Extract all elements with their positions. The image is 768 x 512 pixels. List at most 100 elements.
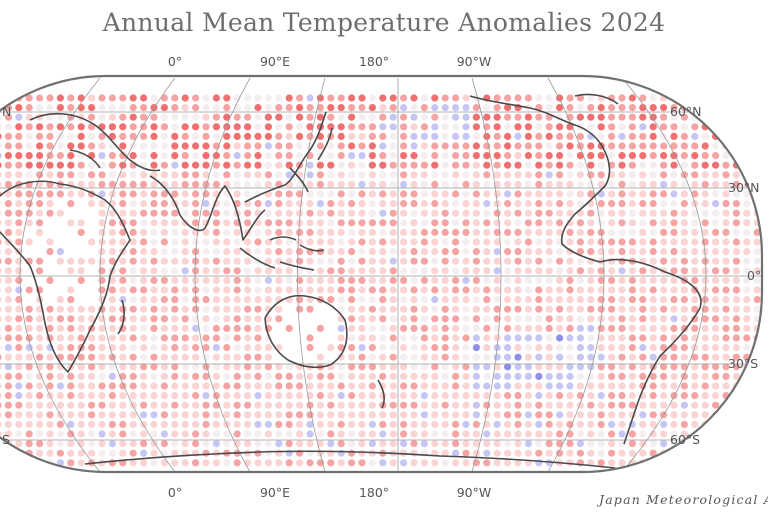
anomaly-dot bbox=[441, 238, 449, 246]
anomaly-dot bbox=[535, 449, 543, 457]
anomaly-dot bbox=[108, 94, 116, 102]
anomaly-dot bbox=[504, 132, 512, 140]
anomaly-dot bbox=[36, 324, 44, 332]
anomaly-dot bbox=[410, 171, 418, 179]
anomaly-dot bbox=[400, 401, 408, 409]
anomaly-dot bbox=[493, 353, 501, 361]
anomaly-dot bbox=[680, 267, 689, 275]
anomaly-dot bbox=[129, 104, 137, 112]
anomaly-dot bbox=[275, 171, 283, 179]
anomaly-dot bbox=[764, 171, 768, 178]
anomaly-dot bbox=[618, 411, 626, 419]
anomaly-dot bbox=[524, 123, 533, 131]
anomaly-dot bbox=[181, 171, 189, 179]
anomaly-dot bbox=[514, 334, 522, 342]
anomaly-dot bbox=[514, 449, 522, 457]
anomaly-dot bbox=[514, 132, 522, 140]
anomaly-dot bbox=[649, 113, 657, 121]
anomaly-dot bbox=[483, 209, 491, 217]
anomaly-dot bbox=[56, 440, 64, 448]
anomaly-dot bbox=[160, 190, 168, 198]
anomaly-dot bbox=[67, 440, 75, 448]
anomaly-dot bbox=[296, 296, 304, 304]
anomaly-dot bbox=[36, 209, 44, 217]
anomaly-dot bbox=[181, 296, 189, 304]
anomaly-dot bbox=[306, 334, 314, 342]
anomaly-dot bbox=[493, 94, 501, 102]
anomaly-dot bbox=[608, 420, 616, 428]
anomaly-dot bbox=[639, 305, 647, 313]
anomaly-dot bbox=[764, 354, 768, 361]
anomaly-dot bbox=[732, 209, 741, 217]
anomaly-dot bbox=[535, 392, 543, 400]
anomaly-dot bbox=[680, 411, 689, 419]
anomaly-dot bbox=[181, 257, 189, 265]
anomaly-dot bbox=[420, 372, 428, 380]
anomaly-dot bbox=[587, 267, 595, 275]
anomaly-dot bbox=[88, 372, 96, 380]
anomaly-dot bbox=[649, 276, 657, 284]
anomaly-dot bbox=[545, 440, 553, 448]
anomaly-dot bbox=[628, 94, 637, 102]
anomaly-dot bbox=[264, 382, 272, 390]
coastline-europe bbox=[29, 112, 161, 172]
anomaly-dot bbox=[0, 152, 2, 160]
anomaly-dot bbox=[504, 142, 512, 150]
anomaly-dot bbox=[441, 449, 449, 457]
anomaly-dot bbox=[67, 411, 75, 419]
anomaly-dot bbox=[285, 228, 293, 236]
anomaly-dot bbox=[36, 267, 44, 275]
anomaly-dot bbox=[722, 449, 730, 457]
anomaly-dot bbox=[160, 305, 168, 313]
anomaly-dot bbox=[670, 267, 678, 275]
anomaly-dot bbox=[483, 180, 491, 188]
anomaly-dot bbox=[223, 152, 231, 160]
anomaly-dot bbox=[140, 267, 148, 275]
anomaly-dot bbox=[608, 372, 616, 380]
anomaly-dot bbox=[254, 372, 262, 380]
anomaly-dot bbox=[493, 257, 501, 265]
anomaly-dot bbox=[628, 219, 637, 227]
anomaly-dot bbox=[597, 200, 605, 208]
anomaly-dot bbox=[535, 420, 543, 428]
anomaly-dot bbox=[431, 382, 439, 390]
anomaly-dot bbox=[15, 123, 23, 131]
anomaly-dot bbox=[639, 161, 647, 169]
anomaly-dot bbox=[712, 152, 720, 160]
anomaly-dot bbox=[732, 228, 741, 236]
anomaly-dot bbox=[680, 190, 689, 198]
anomaly-dot bbox=[285, 324, 293, 332]
anomaly-dot bbox=[660, 219, 668, 227]
anomaly-dot bbox=[368, 171, 376, 179]
anomaly-dot bbox=[628, 190, 637, 198]
anomaly-dot bbox=[67, 132, 75, 140]
anomaly-dot bbox=[472, 401, 480, 409]
anomaly-dot bbox=[171, 123, 179, 131]
anomaly-dot bbox=[160, 382, 168, 390]
anomaly-dot bbox=[587, 440, 595, 448]
anomaly-dot bbox=[4, 152, 12, 160]
anomaly-dot bbox=[732, 334, 741, 342]
anomaly-dot bbox=[452, 219, 460, 227]
anomaly-dot bbox=[441, 459, 449, 467]
anomaly-dot bbox=[348, 209, 356, 217]
anomaly-dot bbox=[524, 152, 533, 160]
anomaly-dot bbox=[680, 94, 689, 102]
anomaly-dot bbox=[514, 315, 522, 323]
anomaly-dot bbox=[452, 420, 460, 428]
anomaly-dot bbox=[400, 142, 408, 150]
anomaly-dot bbox=[441, 411, 449, 419]
anomaly-dot bbox=[46, 305, 54, 313]
anomaly-dot bbox=[483, 344, 491, 352]
anomaly-dot bbox=[504, 430, 512, 438]
anomaly-dot bbox=[680, 315, 689, 323]
anomaly-dot bbox=[400, 430, 408, 438]
anomaly-dot bbox=[431, 353, 439, 361]
anomaly-dot bbox=[202, 104, 210, 112]
anomaly-dot bbox=[441, 353, 449, 361]
anomaly-dot bbox=[452, 315, 460, 323]
anomaly-dot bbox=[576, 382, 585, 390]
anomaly-dot bbox=[77, 372, 85, 380]
anomaly-dot bbox=[129, 132, 137, 140]
anomaly-dot bbox=[514, 411, 522, 419]
